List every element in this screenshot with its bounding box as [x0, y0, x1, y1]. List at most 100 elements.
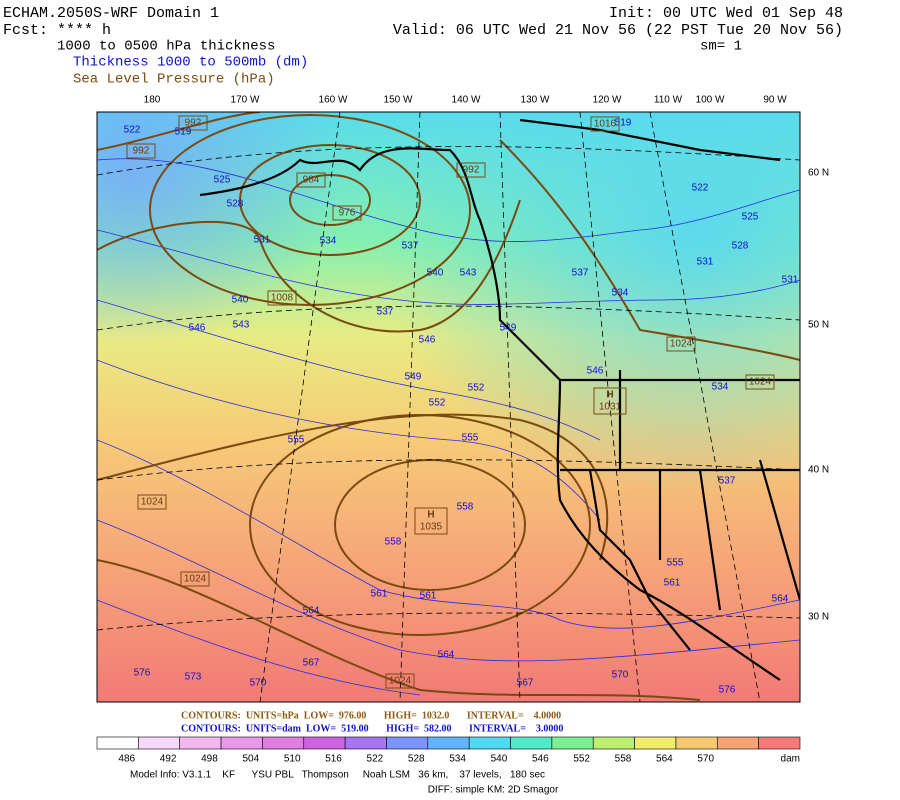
thickness-label: 570	[250, 678, 267, 689]
colorbar-box	[386, 736, 429, 750]
colorbar-unit: dam	[781, 754, 800, 765]
pressure-contour-info: CONTOURS: UNITS=hPa LOW= 976.00 HIGH= 10…	[181, 710, 561, 721]
pressure-label-box	[126, 143, 156, 159]
diffusion-info: DIFF: simple KM: 2D Smagor	[428, 785, 559, 796]
colorbar-box	[510, 736, 553, 750]
legend-pressure: Sea Level Pressure (hPa)	[73, 72, 275, 88]
thickness-label: 534	[320, 236, 337, 247]
thickness-label: 525	[214, 175, 231, 186]
colorbar-box	[427, 736, 470, 750]
pressure-label-box	[666, 336, 696, 352]
thickness-label: 567	[303, 658, 320, 669]
pressure-label: 992	[133, 146, 150, 157]
colorbar-box	[96, 736, 139, 750]
thickness-label: 531	[254, 235, 271, 246]
legend-thickness: Thickness 1000 to 500mb (dm)	[73, 55, 308, 71]
thickness-label: 567	[517, 678, 534, 689]
pressure-label-box	[745, 374, 775, 390]
thickness-label: 531	[697, 257, 714, 268]
pressure-label-box	[137, 494, 167, 510]
pressure-label: 1016	[594, 119, 617, 130]
colorbar-box	[551, 736, 594, 750]
thickness-label: 540	[232, 295, 249, 306]
thickness-label: 546	[419, 335, 436, 346]
thickness-label: 576	[134, 668, 151, 679]
longitude-label: 90 W	[763, 95, 787, 106]
thickness-label: 555	[288, 435, 305, 446]
thickness-label: 552	[429, 398, 446, 409]
pressure-label: 992	[185, 118, 202, 129]
high-box	[414, 507, 448, 535]
thickness-label: 528	[227, 199, 244, 210]
model-title: ECHAM.2050S-WRF Domain 1	[3, 5, 219, 22]
thickness-contours	[97, 158, 800, 696]
pressure-contours	[97, 112, 800, 701]
thickness-label: 522	[692, 183, 709, 194]
thickness-label: 531	[782, 275, 799, 286]
colorbar-label: 564	[656, 754, 673, 765]
pressure-label: 1024	[670, 339, 693, 350]
thickness-label: 543	[460, 268, 477, 279]
longitude-label: 160 W	[319, 95, 348, 106]
pressure-label-box	[590, 116, 620, 132]
thickness-label: 576	[719, 685, 736, 696]
high-symbol: H	[427, 510, 434, 521]
colorbar-label: 534	[449, 754, 466, 765]
thickness-label: 555	[462, 433, 479, 444]
thickness-label: 549	[405, 372, 422, 383]
colorbar-box	[220, 736, 263, 750]
latitude-label: 30 N	[808, 612, 829, 623]
colorbar-label: 504	[242, 754, 259, 765]
colorbar-box	[179, 736, 222, 750]
high-pressure: 1031	[599, 402, 622, 413]
map-area	[97, 112, 800, 702]
smoothing: sm= 1	[700, 39, 742, 55]
colorbar-label: 492	[160, 754, 177, 765]
thickness-label: 537	[572, 268, 589, 279]
colorbar-label: 510	[284, 754, 301, 765]
thickness-label: 537	[402, 241, 419, 252]
thickness-label: 534	[612, 288, 629, 299]
pressure-label-box	[180, 571, 210, 587]
thickness-label: 552	[468, 383, 485, 394]
high-box	[593, 387, 627, 415]
longitude-label: 130 W	[521, 95, 550, 106]
field-name: 1000 to 0500 hPa thickness	[57, 39, 275, 55]
high-pressure: 1035	[420, 522, 443, 533]
colorbar-label: 516	[325, 754, 342, 765]
pressure-label: 1008	[271, 293, 294, 304]
latitude-label: 50 N	[808, 320, 829, 331]
thickness-label: 561	[420, 591, 437, 602]
longitude-label: 120 W	[593, 95, 622, 106]
pressure-label: 1024	[184, 574, 207, 585]
pressure-label-box	[267, 290, 297, 306]
longitude-label: 110 W	[654, 95, 683, 106]
latitude-label: 40 N	[808, 465, 829, 476]
pressure-label: 984	[303, 175, 320, 186]
pressure-label: 976	[339, 208, 356, 219]
cold-region	[97, 112, 800, 702]
thickness-label: 546	[587, 366, 604, 377]
colorbar-label: 486	[118, 754, 135, 765]
thickness-contour-info: CONTOURS: UNITS=dam LOW= 519.00 HIGH= 58…	[181, 723, 563, 734]
thickness-label: 537	[377, 307, 394, 318]
longitude-label: 170 W	[231, 95, 260, 106]
colorbar-box	[303, 736, 346, 750]
thickness-label: 561	[371, 589, 388, 600]
colorbar-box	[344, 736, 387, 750]
pressure-label-box	[456, 162, 486, 178]
map-frame	[96, 111, 801, 703]
pressure-label-box	[178, 115, 208, 131]
longitude-label: 100 W	[696, 95, 725, 106]
thickness-label: 534	[712, 382, 729, 393]
pressure-label-box	[296, 172, 326, 188]
thickness-label: 564	[772, 594, 789, 605]
longitude-label: 150 W	[384, 95, 413, 106]
pressure-label: 1024	[389, 676, 412, 687]
thickness-label: 549	[500, 323, 517, 334]
pressure-label-box	[385, 673, 415, 689]
thickness-label: 573	[185, 672, 202, 683]
high-symbol: H	[606, 390, 613, 401]
pressure-label: 992	[463, 165, 480, 176]
